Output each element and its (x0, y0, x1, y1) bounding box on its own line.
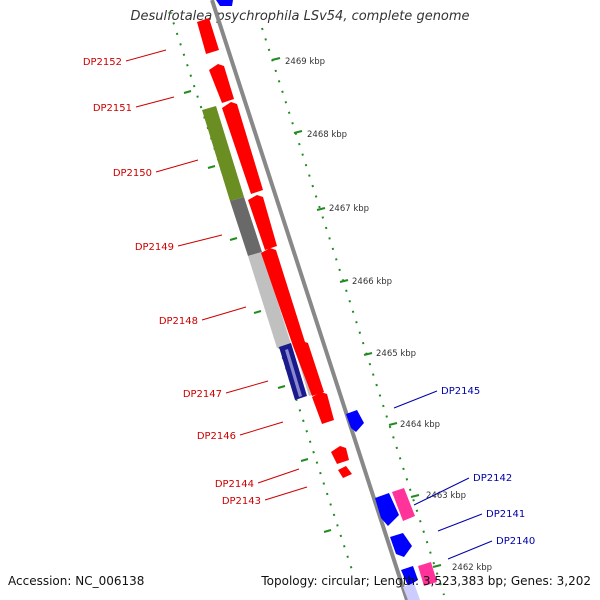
scale-label: 2467 kbp (329, 204, 369, 214)
outer-dotted-track (261, 27, 445, 596)
scale-label: 2468 kbp (307, 130, 347, 140)
scale-label: 2466 kbp (352, 277, 392, 287)
forward-leader-lines (125, 49, 308, 501)
rna-arrow-upper (392, 488, 415, 521)
gene-arrow-dp2146 (312, 392, 334, 424)
rna-arrow-lower (418, 562, 437, 586)
inner-major-ticks (183, 90, 332, 533)
gene-arrow-dp2145 (346, 410, 364, 432)
gene-label-dp2143: DP2143 (222, 496, 261, 507)
scale-label: 2463 kbp (426, 491, 466, 501)
accession-text: Accession: NC_006138 (8, 574, 145, 588)
cds-segment-olive (202, 106, 244, 201)
gene-label-dp2140: DP2140 (496, 536, 535, 547)
gene-arrow-dp2147 (293, 341, 324, 396)
gene-arrow-dp2140 (401, 566, 418, 586)
forward-gene-labels: DP2152 DP2151 DP2150 DP2149 DP2148 DP214… (83, 57, 261, 507)
scale-label: 2464 kbp (400, 420, 440, 430)
gene-arrow-dp2142 (375, 493, 399, 526)
scale-label: 2465 kbp (376, 349, 416, 359)
gene-label-dp2150: DP2150 (113, 168, 152, 179)
gene-label-dp2147: DP2147 (183, 389, 222, 400)
scale-label: 2469 kbp (285, 57, 325, 67)
gene-arrow-dp2152 (197, 18, 219, 54)
reverse-strand-genes (216, 0, 437, 600)
gene-label-dp2141: DP2141 (486, 509, 525, 520)
gene-label-dp2144: DP2144 (215, 479, 254, 490)
gene-arrow-dp2149 (248, 195, 277, 250)
gene-arrow-dp2150 (222, 102, 263, 194)
genome-summary-text: Topology: circular; Length: 3,523,383 bp… (261, 574, 591, 588)
gene-arrow-dp2141 (390, 533, 412, 557)
gene-arrow-dp2143 (338, 466, 352, 478)
outer-major-ticks (271, 57, 442, 568)
gene-label-dp2151: DP2151 (93, 103, 132, 114)
cds-segment-dark-gray (230, 197, 262, 256)
genome-backbone (210, 0, 409, 600)
gene-label-dp2148: DP2148 (159, 316, 198, 327)
cds-segment-navy-highlight (285, 349, 302, 397)
cds-segment-light-gray (248, 252, 291, 348)
reverse-leader-lines (393, 390, 493, 560)
gene-arrow-dp2148 (261, 248, 305, 346)
gene-label-dp2145: DP2145 (441, 386, 480, 397)
gene-arrow-dp2151 (209, 64, 234, 103)
gene-label-dp2149: DP2149 (135, 242, 174, 253)
forward-strand-genes (197, 18, 352, 478)
gene-label-dp2152: DP2152 (83, 57, 122, 68)
scale-labels: 2469 kbp 2468 kbp 2467 kbp 2466 kbp 2465… (285, 57, 492, 573)
gene-label-dp2146: DP2146 (197, 431, 236, 442)
bottom-gray-block (403, 583, 420, 600)
scale-label: 2462 kbp (452, 563, 492, 573)
gene-arrow-dp2144 (331, 446, 349, 464)
gene-label-dp2142: DP2142 (473, 473, 512, 484)
reverse-gene-labels: DP2145 DP2142 DP2141 DP2140 (441, 386, 535, 547)
gene-arrow-top (216, 0, 233, 6)
